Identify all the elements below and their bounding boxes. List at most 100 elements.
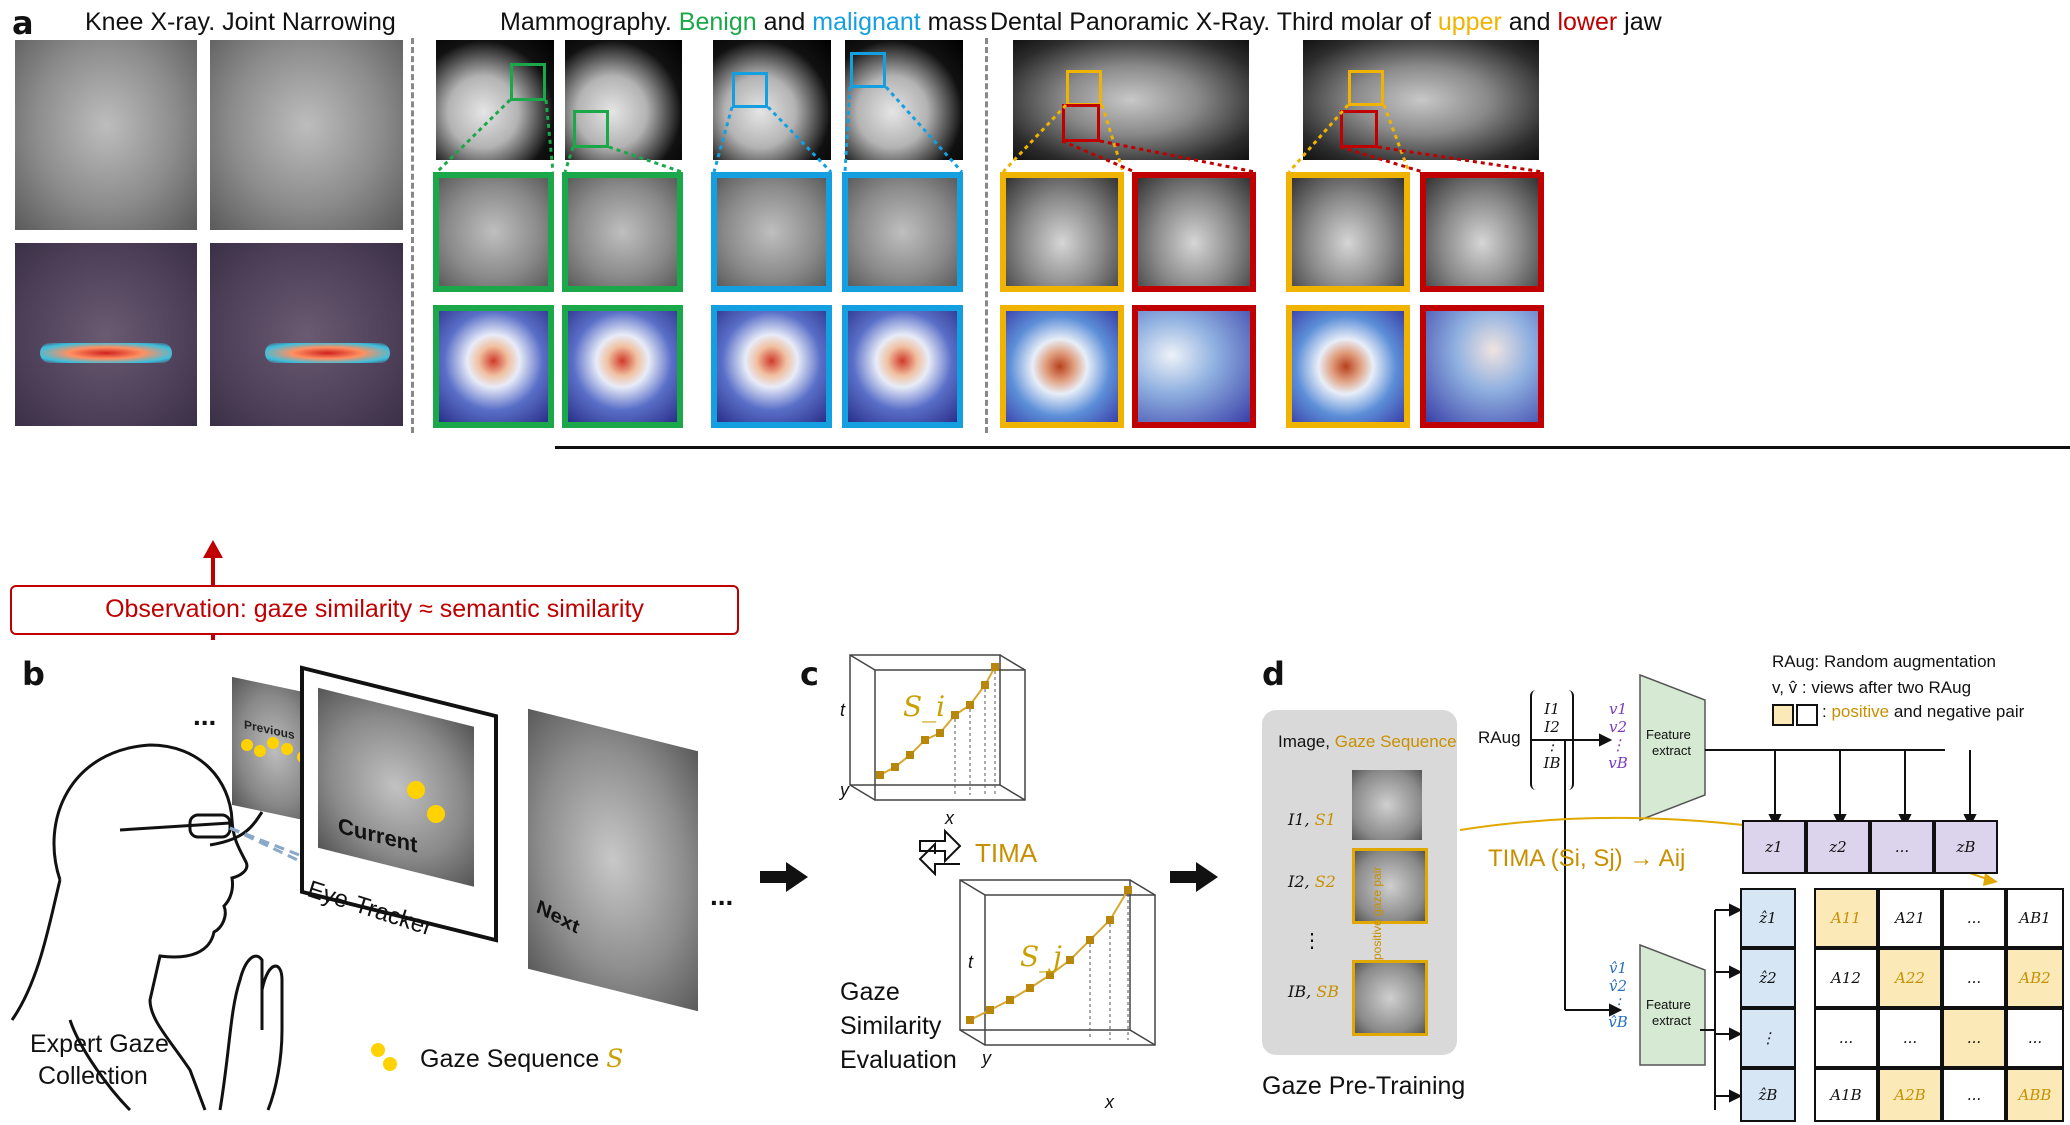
gse-caption-1: Gaze [840,978,900,1006]
knee-heatmap-2 [210,243,403,426]
dataset-row-4: IB, SB [1288,982,1339,1001]
panel-c-letter: c [800,655,819,693]
bottom-series-label: S_j [1020,940,1062,973]
next-frame: Next [528,708,698,1012]
malignant-heat-1 [711,305,832,428]
benign-crop-1 [433,172,554,292]
lower-crop-1 [1132,172,1256,292]
bottom-3d-plot [959,879,1156,1046]
zhat-3: ⋮ [1740,1008,1796,1068]
benign-heat-1 [433,305,554,428]
dataset-thumb-4 [1352,960,1428,1036]
mammo-image-2 [565,40,682,160]
feature-extractors [1639,673,1815,1066]
lower-crop-2 [1420,172,1544,292]
zhat-1: ẑ1 [1740,888,1796,948]
tima-swap-icon [918,828,962,876]
dataset-row-3: ⋮ [1302,930,1322,952]
legend-views: v, v̂ : views after two RAug [1772,678,1972,697]
feature-top-1: Feature [1646,727,1691,742]
matrix-cell: A1B [1814,1068,1878,1122]
lower-heat-2 [1420,305,1544,428]
zhat-4: ẑB [1740,1068,1796,1122]
malignant-crop-1 [711,172,832,292]
dataset-thumb-2 [1352,848,1428,924]
feature-bottom-1: Feature [1646,997,1691,1012]
dataset-row-1: I1, S1 [1288,810,1336,829]
bottom-axis-t: t [968,952,974,972]
z-header-4: zB [1934,820,1998,874]
arrow-b-to-c [760,862,808,892]
malignant-box-2 [850,52,886,88]
separator-1 [411,38,414,433]
views-top: v1 v2 ⋮ vB [1608,700,1628,772]
z-header-3: ... [1870,820,1934,874]
dataset-header: Image, Gaze Sequence [1278,732,1457,751]
feature-bottom-2: extract [1652,1013,1692,1028]
panel-a-letter: a [12,4,34,42]
upper-heat-2 [1286,305,1410,428]
legend-positive-swatch [1772,704,1794,726]
matrix-cell: ... [1942,888,2006,948]
top-axis-x: x [945,808,954,828]
top-axis-t: t [840,700,846,720]
malignant-heat-2 [842,305,963,428]
gaze-seq-label: Gaze Sequence S [420,1044,624,1073]
benign-box-1 [510,63,546,101]
matrix-cell: A21 [1878,888,1942,948]
z-header-1: z1 [1742,820,1806,874]
tima-label: TIMA [975,838,1038,868]
tima-equation: TIMA (Si, Sj) → Aij [1488,845,1686,872]
matrix-cell: ... [1814,1008,1878,1068]
arrow-c-to-d [1170,862,1218,892]
top-3d-plot [849,654,1026,801]
next-label: Next [533,896,582,939]
lower-box-2 [1340,110,1378,148]
matrix-cell: ABB [2006,1068,2064,1122]
upper-crop-2 [1286,172,1410,292]
dataset-caption: Gaze Pre-Training [1262,1072,1466,1100]
section-divider [555,446,2070,449]
legend-pair: : positive and negative pair [1822,702,2025,721]
dental-pano-1 [1013,40,1249,160]
knee-xray-2 [210,40,403,230]
knee-heatmap-1 [15,243,197,426]
benign-crop-2 [562,172,683,292]
matrix-cell: A12 [1814,948,1878,1008]
matrix-cell: A22 [1878,948,1942,1008]
matrix-cell: ... [1942,948,2006,1008]
panel-b-letter: b [22,655,45,693]
mammo-image-4 [845,40,963,160]
panel-d-letter: d [1262,655,1285,693]
lower-heat-1 [1132,305,1256,428]
upper-crop-1 [1000,172,1124,292]
matrix-cell: ... [1878,1008,1942,1068]
zoom-lines [435,86,1544,174]
gse-caption-3: Evaluation [840,1046,957,1074]
gaze-legend-dots [371,1043,397,1071]
matrix-cell: AB2 [2006,948,2064,1008]
dataset-thumb-1 [1352,770,1422,840]
matrix-cell: AB1 [2006,888,2064,948]
expert-caption-1: Expert Gaze [30,1030,169,1058]
mammo-title: Mammography. Benign and malignant mass [500,8,988,36]
expert-caption-2: Collection [38,1062,148,1090]
matrix-cell: ... [1942,1008,2006,1068]
top-axis-y: y [840,780,849,800]
top-series-label: S_i [903,690,946,723]
matrix-cell: ... [1942,1068,2006,1122]
bottom-axis-x: x [1105,1092,1114,1112]
benign-box-2 [573,110,609,148]
dataset-box: Image, Gaze Sequence I1, S1 I2, S2 ⋮ IB,… [1262,710,1457,1055]
z-header-2: z2 [1806,820,1870,874]
positive-gaze-pair: positive gaze pair [1370,866,1384,960]
zhat-2: ẑ2 [1740,948,1796,1008]
upper-box-2 [1348,70,1384,106]
raug-label: RAug [1478,728,1521,747]
malignant-crop-2 [842,172,963,292]
dataset-row-2: I2, S2 [1288,872,1336,891]
observation-box: Observation: gaze similarity ≈ semantic … [10,585,739,635]
legend-negative-swatch [1796,704,1818,726]
knee-title: Knee X-ray. Joint Narrowing [85,8,396,36]
ellipsis-right: ... [710,880,734,911]
